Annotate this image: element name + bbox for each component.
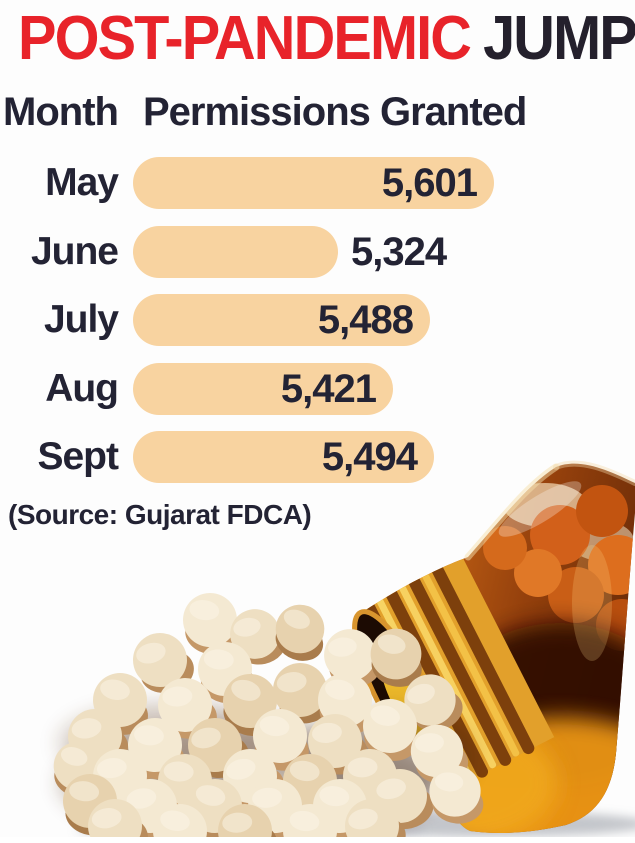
bar bbox=[133, 157, 494, 209]
bar-value-label: 5,601 bbox=[381, 161, 478, 205]
bar-value-label: 5,488 bbox=[317, 298, 414, 342]
column-header-month: Month bbox=[3, 90, 119, 134]
bar bbox=[133, 294, 430, 346]
column-header-permissions: Permissions Granted bbox=[143, 90, 527, 134]
bar-month-label: May bbox=[45, 161, 119, 204]
bar-month-label: July bbox=[43, 298, 119, 341]
bar-month-label: June bbox=[30, 230, 119, 273]
bar-value-label: 5,324 bbox=[351, 230, 447, 274]
bar bbox=[133, 226, 338, 278]
table-row: July 5,488 bbox=[0, 294, 635, 346]
title-rest: JUMP bbox=[483, 4, 635, 73]
bar bbox=[133, 431, 434, 483]
bar-value-label: 5,421 bbox=[280, 367, 377, 411]
table-row: Sept 5,494 bbox=[0, 431, 635, 483]
bar-month-label: Aug bbox=[45, 367, 119, 410]
table-row: Aug 5,421 bbox=[0, 363, 635, 415]
source-note: (Source: Gujarat FDCA) bbox=[8, 499, 312, 530]
title-highlight: POST-PANDEMIC bbox=[18, 4, 472, 73]
table-row: May 5,601 bbox=[0, 157, 635, 209]
page-title: POST-PANDEMIC JUMP bbox=[18, 8, 635, 70]
bar-month-label: Sept bbox=[37, 435, 119, 478]
table-row: June 5,324 bbox=[0, 226, 635, 278]
pills-bottle-photo bbox=[0, 460, 635, 843]
bar-value-label: 5,494 bbox=[321, 435, 418, 479]
bar bbox=[133, 363, 393, 415]
table-header: Month Permissions Granted bbox=[0, 90, 635, 134]
bar-rows: May 5,601 June 5,324 July 5,488 Aug 5,42… bbox=[0, 157, 635, 483]
